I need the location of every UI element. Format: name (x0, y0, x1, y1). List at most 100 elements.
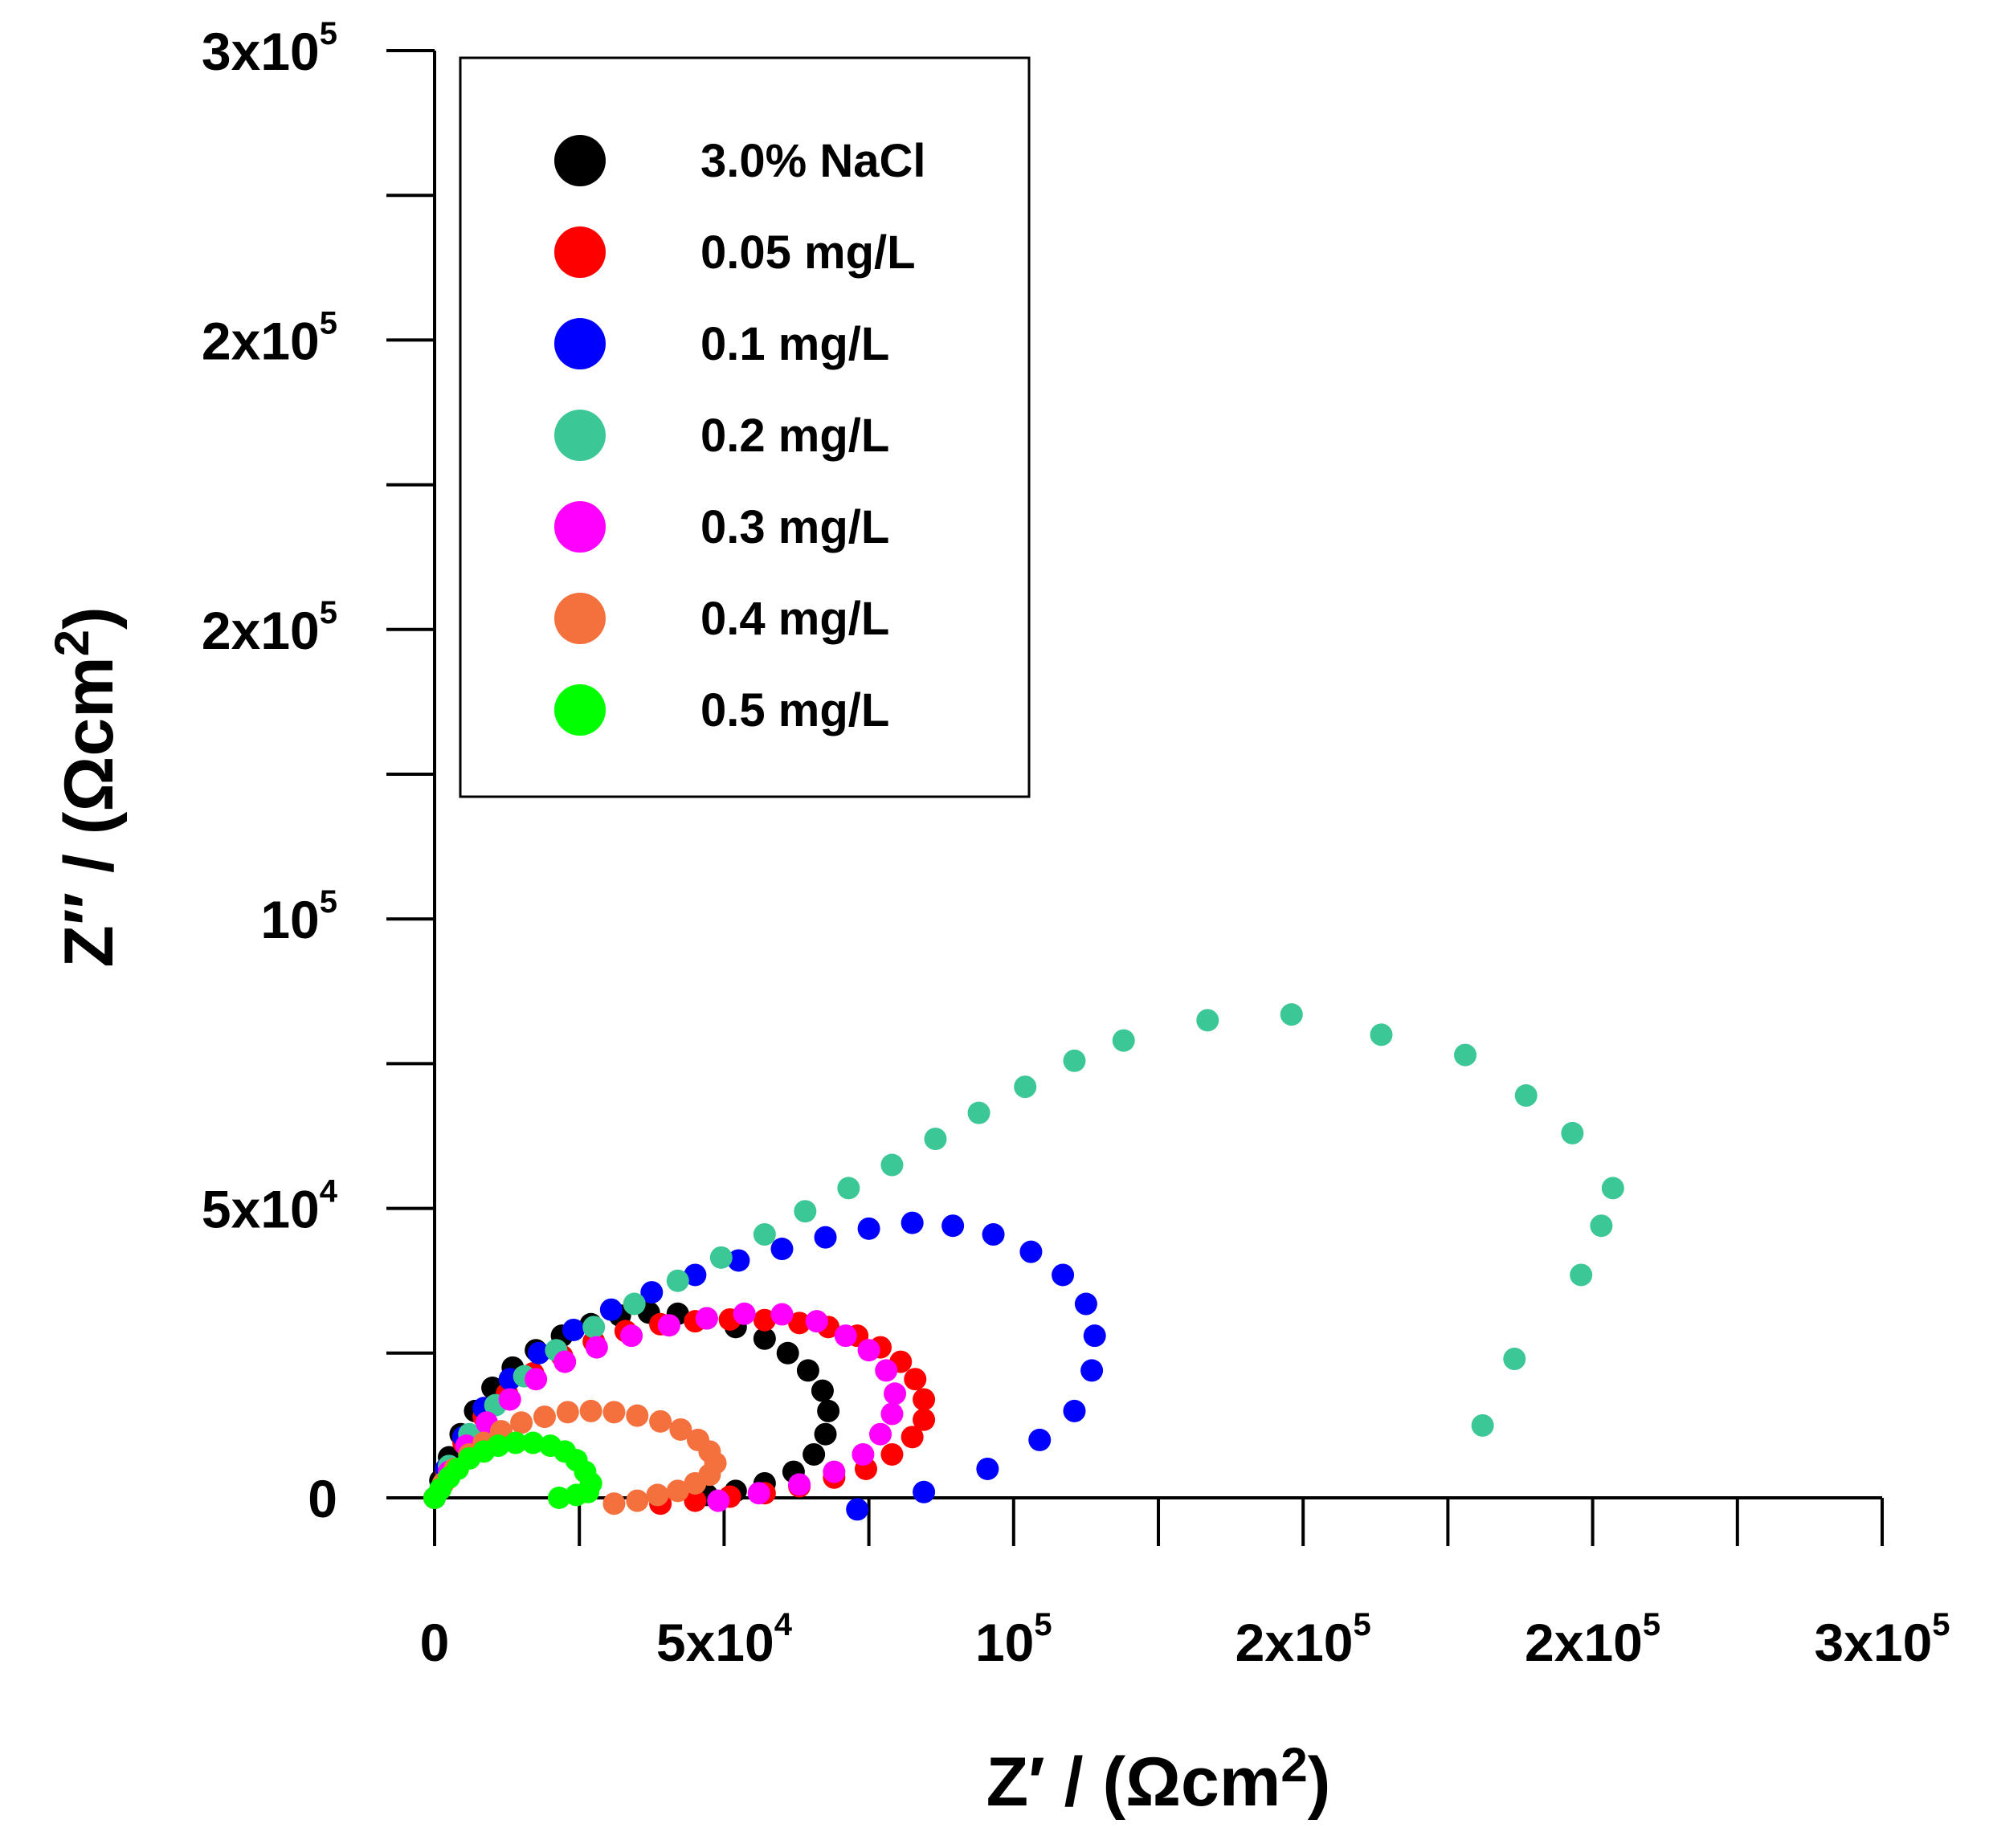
data-point (1074, 1292, 1097, 1316)
series-7 (423, 1431, 602, 1509)
data-point (913, 1388, 936, 1411)
data-point (582, 1316, 606, 1339)
data-point (623, 1292, 646, 1316)
data-point (852, 1442, 875, 1466)
data-point (941, 1214, 965, 1238)
data-point (565, 1483, 588, 1507)
data-point (666, 1269, 689, 1292)
data-point (695, 1307, 718, 1330)
data-point (901, 1426, 924, 1449)
data-point (669, 1418, 692, 1441)
data-point (834, 1324, 857, 1348)
data-point (837, 1177, 860, 1200)
x-tick-label: 0 (420, 1613, 450, 1672)
data-point (1280, 1003, 1303, 1026)
data-point (924, 1128, 947, 1151)
legend-label: 0.1 mg/L (700, 318, 889, 370)
data-point (620, 1324, 643, 1348)
data-point (504, 1431, 527, 1454)
legend-label: 0.4 mg/L (700, 593, 889, 645)
data-point (707, 1489, 730, 1512)
data-point (626, 1404, 649, 1427)
data-point (646, 1483, 669, 1507)
data-point (733, 1302, 756, 1325)
data-point (599, 1298, 623, 1321)
data-point (904, 1368, 927, 1391)
data-point (1028, 1428, 1052, 1451)
x-tick-label: 2x105 (1235, 1607, 1371, 1672)
data-point (880, 1153, 904, 1177)
legend-label: 0.2 mg/L (700, 410, 889, 462)
data-point (869, 1422, 892, 1446)
data-point (579, 1399, 602, 1422)
data-point (770, 1303, 794, 1326)
data-point (527, 1341, 550, 1365)
data-point (880, 1442, 904, 1466)
data-point (640, 1281, 664, 1304)
data-point (684, 1489, 707, 1512)
data-point (684, 1263, 707, 1287)
x-tick-label: 2x105 (1525, 1607, 1660, 1672)
y-tick-label: 105 (260, 884, 337, 949)
data-point (901, 1211, 924, 1234)
data-point (976, 1457, 999, 1480)
data-point (880, 1402, 904, 1426)
data-point (626, 1489, 649, 1512)
data-point (553, 1350, 577, 1373)
data-point (547, 1487, 570, 1509)
data-point (846, 1498, 869, 1521)
data-point (814, 1422, 837, 1446)
legend-marker (554, 593, 606, 644)
data-point (1471, 1414, 1494, 1437)
data-point (657, 1314, 680, 1337)
data-point (747, 1482, 770, 1505)
y-axis-title: Z″ / (Ωcm2) (45, 606, 128, 967)
data-point (982, 1223, 1005, 1246)
data-point (788, 1312, 811, 1335)
data-point (521, 1431, 545, 1454)
data-point (510, 1411, 533, 1434)
x-tick-label: 105 (975, 1607, 1052, 1672)
data-point (753, 1223, 776, 1246)
data-point (1503, 1348, 1526, 1371)
data-point (857, 1339, 880, 1362)
data-point (1590, 1214, 1613, 1238)
data-point (666, 1479, 689, 1503)
data-point (1080, 1359, 1104, 1382)
data-point (525, 1368, 548, 1391)
data-point (1561, 1121, 1584, 1144)
data-point (1370, 1023, 1393, 1046)
axes-layer: 0 5x104 105 2x105 2x105 3x105 0 5x104 105 2x105 2x… (45, 16, 1950, 1821)
data-point (811, 1379, 834, 1402)
y-tick-label: 3x105 (202, 16, 337, 81)
data-point (776, 1341, 799, 1365)
legend-label: 3.0% NaCl (700, 135, 925, 187)
data-point (1063, 1049, 1086, 1072)
x-axis-title: Z′ / (Ωcm2) (986, 1738, 1331, 1821)
legend: 3.0% NaCl 0.05 mg/L 0.1 mg/L 0.2 mg/L 0.3 mg… (459, 56, 1031, 798)
data-point (1063, 1399, 1086, 1422)
data-point (803, 1442, 826, 1466)
data-point (1454, 1043, 1477, 1067)
data-point (753, 1308, 776, 1332)
data-point (913, 1408, 936, 1431)
legend-marker (554, 684, 606, 736)
data-point (823, 1460, 846, 1483)
data-point (794, 1200, 817, 1223)
data-point (1083, 1324, 1106, 1348)
data-point (770, 1238, 794, 1261)
legend-label: 0.5 mg/L (700, 684, 889, 736)
x-tick-label: 3x105 (1814, 1607, 1950, 1672)
data-point (753, 1327, 776, 1350)
legend-label: 0.05 mg/L (700, 226, 916, 279)
data-point (1196, 1009, 1219, 1032)
data-point (857, 1217, 880, 1240)
legend-marker (554, 410, 606, 461)
legend-marker (554, 318, 606, 369)
data-point (884, 1382, 907, 1405)
data-point (562, 1318, 585, 1341)
legend-marker (554, 501, 606, 553)
data-point (1014, 1075, 1037, 1099)
series-4 (423, 1003, 1624, 1509)
